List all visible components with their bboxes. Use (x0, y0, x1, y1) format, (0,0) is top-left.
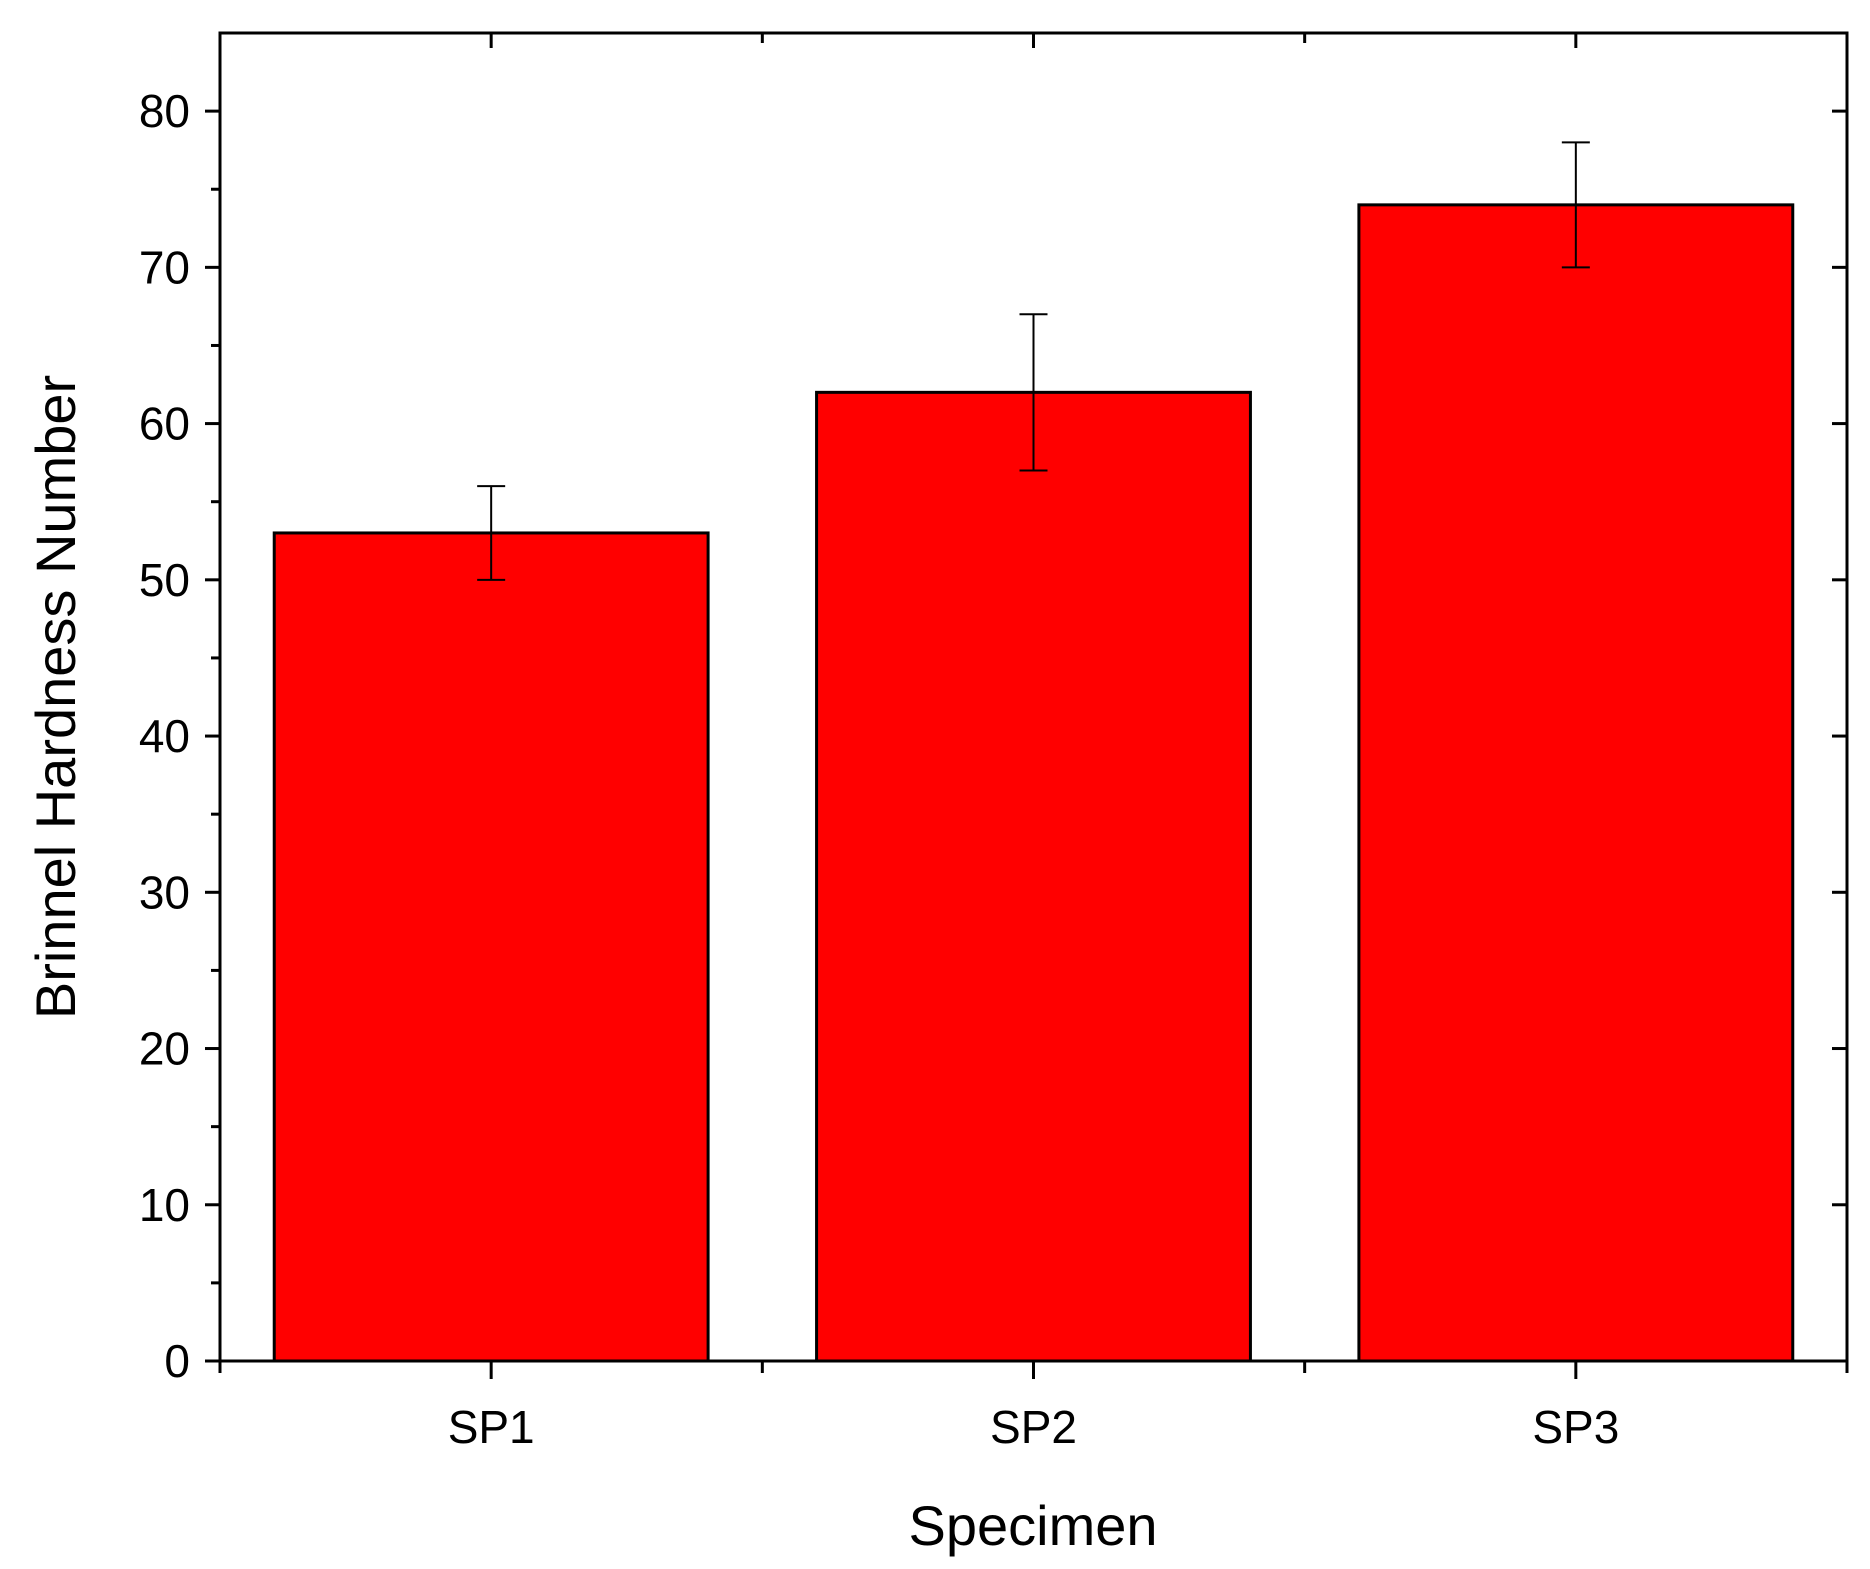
y-tick-label: 40 (139, 710, 190, 762)
y-tick-label: 70 (139, 241, 190, 293)
bar-sp1 (272, 531, 710, 1363)
axis-ticks (205, 33, 1849, 1379)
bar-sp2 (815, 390, 1252, 1363)
x-axis-title: Specimen (908, 1494, 1157, 1557)
y-tick-label: 0 (164, 1335, 190, 1387)
y-tick-label: 30 (139, 866, 190, 918)
x-tick-label-sp3: SP3 (1532, 1401, 1619, 1453)
x-tick-label-sp2: SP2 (990, 1401, 1077, 1453)
y-tick-labels: 0 10 20 30 40 50 60 70 80 (139, 85, 190, 1387)
y-tick-label: 60 (139, 398, 190, 450)
error-bars-group (477, 141, 1590, 581)
y-tick-label: 20 (139, 1023, 190, 1075)
y-tick-label: 50 (139, 554, 190, 606)
y-tick-label: 10 (139, 1179, 190, 1231)
x-tick-labels: SP1 SP2 SP3 (448, 1401, 1620, 1453)
y-tick-label: 80 (139, 85, 190, 137)
x-tick-label-sp1: SP1 (448, 1401, 535, 1453)
y-axis-title: Brinnel Hardness Number (24, 375, 87, 1019)
bars-group (272, 203, 1795, 1363)
bar-sp3 (1357, 203, 1795, 1363)
